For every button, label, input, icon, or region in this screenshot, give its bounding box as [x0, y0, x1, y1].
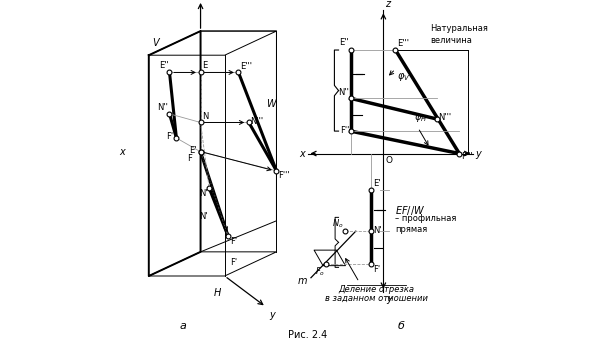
Text: x: x	[119, 147, 125, 157]
Text: m: m	[298, 276, 308, 286]
Text: y: y	[386, 294, 392, 304]
Text: F': F'	[230, 237, 237, 246]
Text: $\varphi_V$: $\varphi_V$	[397, 71, 411, 83]
Text: N''': N'''	[250, 117, 263, 126]
Text: N': N'	[373, 226, 381, 235]
Text: W: W	[266, 99, 276, 108]
Text: F'': F''	[166, 132, 175, 141]
Text: z: z	[385, 0, 391, 9]
Text: F: F	[187, 154, 192, 162]
Text: Рис. 2.4: Рис. 2.4	[288, 330, 327, 340]
Text: N': N'	[199, 189, 208, 198]
Text: Деление отрезка: Деление отрезка	[338, 285, 415, 294]
Text: – профильная
прямая: – профильная прямая	[395, 214, 457, 234]
Text: N: N	[202, 112, 208, 121]
Text: O: O	[386, 156, 392, 165]
Text: $N_o$: $N_o$	[333, 217, 344, 230]
Text: в заданном отношении: в заданном отношении	[325, 294, 428, 303]
Text: $\varphi_H$: $\varphi_H$	[415, 112, 428, 124]
Text: E''': E'''	[240, 62, 252, 71]
Text: N': N'	[199, 212, 207, 221]
Text: $F_o$: $F_o$	[315, 265, 325, 278]
Text: E: E	[202, 61, 207, 70]
Text: Натуральная
величина: Натуральная величина	[430, 24, 488, 45]
Text: H: H	[214, 288, 221, 298]
Text: E''': E'''	[397, 39, 409, 48]
Text: $EF // W$: $EF // W$	[395, 204, 426, 217]
Text: E': E'	[373, 179, 380, 188]
Text: N'': N''	[157, 103, 169, 112]
Text: N''': N'''	[438, 114, 451, 122]
Text: F''': F'''	[278, 171, 290, 180]
Text: V: V	[153, 38, 159, 48]
Text: F': F'	[230, 258, 237, 267]
Text: F'': F''	[340, 126, 349, 135]
Text: x: x	[299, 149, 305, 158]
Text: E'': E''	[339, 38, 349, 47]
Text: N'': N''	[338, 88, 349, 97]
Text: а: а	[180, 321, 187, 331]
Text: б: б	[397, 321, 404, 331]
Text: E'': E''	[159, 61, 169, 70]
Text: E': E'	[189, 146, 196, 155]
Text: y: y	[269, 310, 276, 321]
Text: y: y	[475, 149, 480, 158]
Text: F''': F'''	[461, 152, 472, 161]
Text: F': F'	[373, 265, 380, 274]
